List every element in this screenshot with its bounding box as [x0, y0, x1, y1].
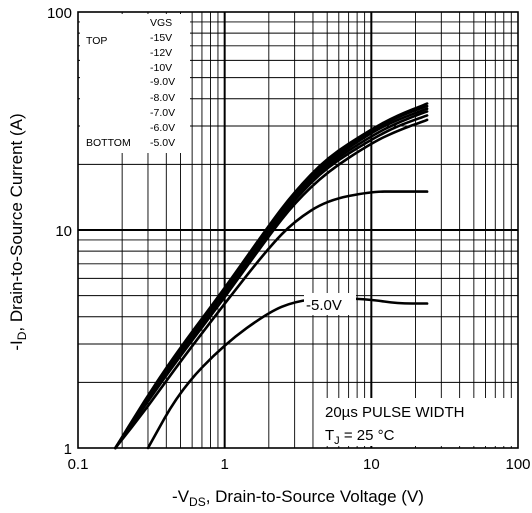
legend-entry-1: -15V: [150, 32, 172, 44]
series-line-2: [114, 104, 429, 450]
legend-bottom-label: BOTTOM: [86, 137, 131, 149]
annotation-t-subscript: J: [334, 435, 340, 447]
series-line-6: [114, 118, 429, 450]
y-axis-title: -ID, Drain-to-Source Current (A): [7, 113, 29, 350]
x-axis-title-prefix: -V: [172, 487, 190, 506]
y-axis-title-subscript: D: [15, 331, 29, 340]
legend-entry-4: -9.0V: [150, 76, 175, 88]
curve-label-background: [304, 293, 356, 315]
legend-entry-7: -6.0V: [150, 122, 175, 134]
series-line-1: [114, 102, 429, 450]
y-tick-labels: 1 10 100: [47, 5, 72, 458]
grid: [78, 12, 518, 448]
legend-entry-8: -5.0V: [150, 137, 175, 149]
legend-top-label: TOP: [86, 35, 107, 47]
annotation-t: T: [325, 427, 334, 444]
annotation-line-1: 20µs PULSE WIDTH: [325, 404, 465, 421]
x-axis-title: -VDS, Drain-to-Source Voltage (V): [172, 487, 424, 509]
x-axis-title-subscript: DS: [189, 495, 206, 509]
x-tick-label-3: 10: [363, 456, 380, 473]
legend-entry-2: -12V: [150, 47, 172, 59]
x-tick-label-1: 0.1: [68, 456, 89, 473]
x-tick-label-4: 100: [505, 456, 530, 473]
legend-header: VGS: [150, 17, 172, 29]
legend-background: [80, 14, 190, 153]
legend-entry-3: -10V: [150, 62, 172, 74]
legend-entry-6: -7.0V: [150, 107, 175, 119]
curves: [114, 102, 429, 450]
series-line-7: [114, 190, 429, 450]
series-line-8: [146, 296, 429, 450]
y-tick-label-2: 10: [55, 223, 72, 240]
plot-frame: [77, 11, 519, 449]
legend: VGS TOP BOTTOM -15V -12V -10V -9.0V -8.0…: [80, 14, 190, 153]
annotation-background: [318, 398, 514, 446]
y-tick-label-3: 100: [47, 5, 72, 22]
x-axis-title-suffix: , Drain-to-Source Voltage (V): [206, 487, 424, 506]
y-tick-label-1: 1: [64, 441, 72, 458]
annotation-line-2: TJ = 25 °C: [325, 427, 395, 447]
x-tick-labels: 0.1 1 10 100: [68, 456, 531, 473]
x-tick-label-2: 1: [220, 456, 228, 473]
legend-entry-5: -8.0V: [150, 92, 175, 104]
annotation: 20µs PULSE WIDTH TJ = 25 °C: [318, 398, 514, 447]
y-axis-title-suffix: , Drain-to-Source Current (A): [7, 113, 26, 331]
series-line-4: [114, 110, 429, 450]
y-axis-title-prefix: -I: [7, 340, 26, 350]
curve-label: -5.0V: [306, 297, 342, 314]
annotation-temperature: = 25 °C: [340, 427, 395, 444]
